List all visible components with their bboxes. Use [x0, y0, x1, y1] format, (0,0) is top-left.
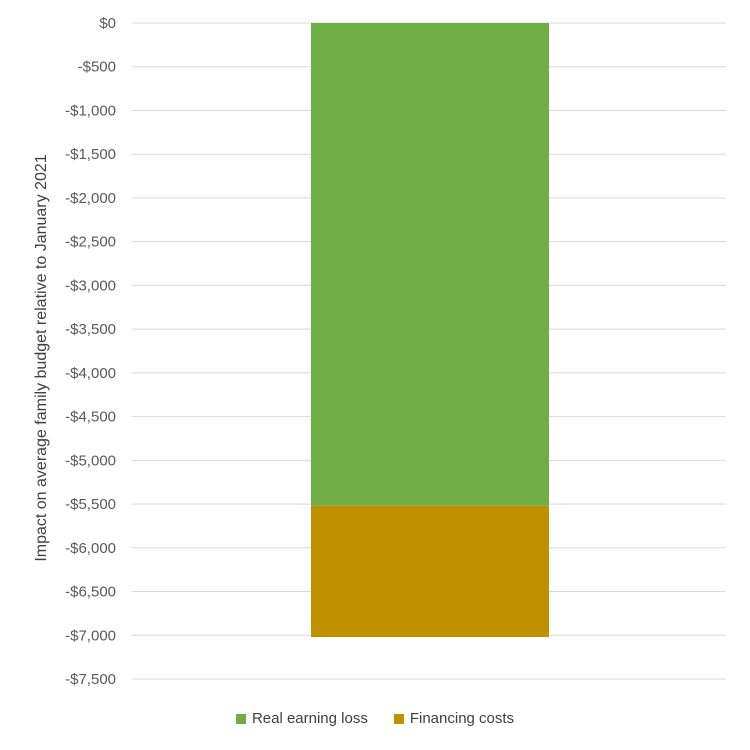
legend: Real earning loss Financing costs	[0, 710, 750, 727]
y-tick-label: -$6,000	[65, 540, 116, 557]
y-tick-label: -$1,500	[65, 146, 116, 163]
y-tick-label: -$3,000	[65, 277, 116, 294]
legend-swatch-real-earning-loss	[235, 713, 246, 724]
y-tick-label: -$4,000	[65, 365, 116, 382]
y-tick-label: -$2,000	[65, 190, 116, 207]
legend-label-real-earning-loss: Real earning loss	[251, 710, 368, 727]
y-tick-label: -$5,500	[65, 496, 116, 513]
y-tick-label: -$7,500	[65, 671, 116, 688]
bar-real-earning-loss	[311, 23, 549, 506]
y-tick-label: -$500	[78, 59, 116, 76]
legend-item-financing-costs: Financing costs	[393, 710, 515, 727]
y-tick-label: -$1,000	[65, 102, 116, 119]
y-tick-label: -$5,000	[65, 452, 116, 469]
y-tick-label: -$6,500	[65, 584, 116, 601]
y-tick-label: -$4,500	[65, 409, 116, 426]
y-axis-ticks: $0 -$500 -$1,000 -$1,500 -$2,000 -$2,500 -$3,0…	[65, 15, 116, 688]
y-tick-label: -$2,500	[65, 234, 116, 251]
y-tick-label: $0	[99, 15, 116, 32]
bars	[311, 23, 549, 638]
y-tick-label: -$7,000	[65, 627, 116, 644]
legend-item-real-earning-loss: Real earning loss	[235, 710, 368, 727]
bar-financing-costs	[311, 505, 549, 638]
legend-swatch-financing-costs	[393, 713, 404, 724]
legend-label-financing-costs: Financing costs	[409, 710, 515, 727]
y-tick-label: -$3,500	[65, 321, 116, 338]
y-axis-label: Impact on average family budget relative…	[33, 154, 50, 561]
